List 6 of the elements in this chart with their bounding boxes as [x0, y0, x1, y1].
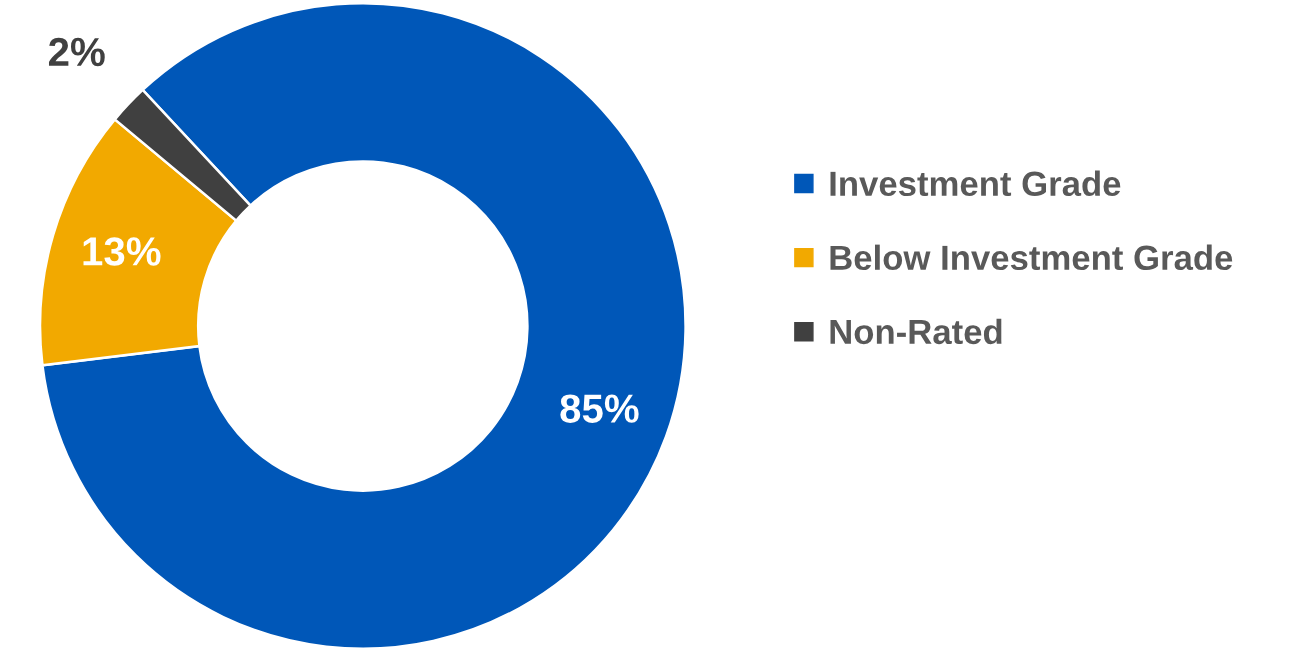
- data-label: 85%: [560, 394, 639, 423]
- legend-label: Investment Grade: [830, 170, 1121, 197]
- legend-label: Non-Rated: [830, 318, 1002, 345]
- data-label: 2%: [48, 37, 105, 67]
- legend-label: Below Investment Grade: [830, 244, 1233, 271]
- data-label: 13%: [83, 237, 161, 266]
